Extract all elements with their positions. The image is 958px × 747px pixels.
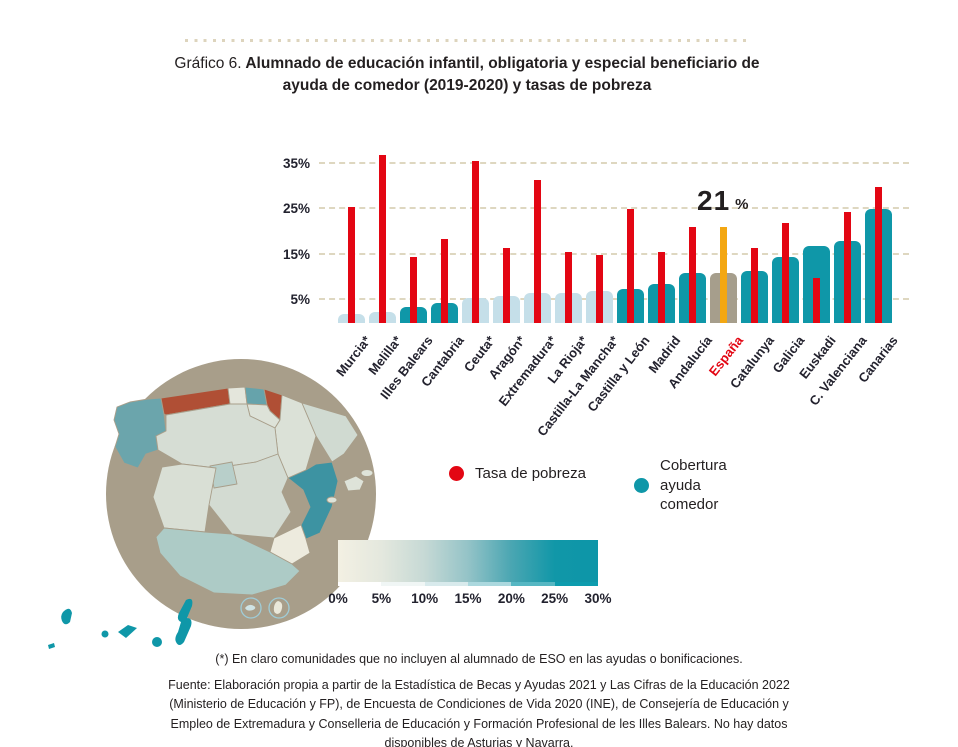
y-axis-labels: 5% 15% 25% 35% [258, 141, 310, 323]
scale-tick-label-10%: 10% [411, 591, 439, 606]
map-region-cantabria [227, 386, 248, 405]
poverty-bar-Illes Balears [410, 257, 417, 323]
y-tick-label-35: 35% [282, 155, 310, 171]
map-region-canarias-el-hierro [48, 643, 55, 649]
map-region-canarias-la-palma [61, 608, 72, 625]
scale-tick-label-20%: 20% [497, 591, 525, 606]
bar-chart: 5% 15% 25% 35% Murcia* Melilla* Illes Balears… [283, 141, 909, 439]
espana-value-number: 21 [697, 185, 731, 216]
map-region-canarias-tenerife [118, 625, 137, 638]
y-tick-label-25: 25% [282, 201, 310, 217]
map-region-illes-balears-menorca [360, 469, 374, 477]
poverty-bar-Ceuta* [472, 161, 479, 323]
color-scale-step [467, 582, 512, 586]
poverty-bar-La Rioja* [565, 252, 572, 323]
asterisk-footnote: (*) En claro comunidades que no incluyen… [215, 652, 743, 666]
melilla-inset-circle [268, 597, 290, 619]
chart-title-prefix: Gráfico 6. [174, 55, 242, 72]
color-scale-step [511, 582, 555, 586]
chart-title-main: Alumnado de educación infantil, obligato… [241, 55, 760, 95]
color-scale-step [381, 582, 425, 586]
legend-item-coverage: Cobertura ayuda comedor [634, 456, 756, 515]
espana-value-annotation: 21 % [697, 187, 749, 215]
poverty-bar-Euskadi [813, 277, 820, 323]
poverty-bar-Catalunya [751, 247, 758, 323]
scale-tick-label-30%: 30% [584, 591, 612, 606]
color-scale-steps [338, 582, 598, 586]
spain-map [106, 359, 376, 629]
poverty-bar-Castilla y León [627, 209, 634, 323]
map-region-catalunya [301, 402, 359, 463]
poverty-bar-Andalucía [689, 227, 696, 323]
chart-legend: Tasa de pobreza Cobertura ayuda comedor [443, 448, 773, 513]
chart-title: Gráfico 6. Alumnado de educación infanti… [160, 53, 774, 98]
coverage-legend-dot-icon [634, 477, 649, 493]
poverty-bar-Madrid [658, 252, 665, 323]
poverty-bar-Cantabria [441, 238, 448, 323]
espana-value-unit: % [735, 196, 749, 213]
poverty-bar-C. Valenciana [844, 211, 851, 323]
scale-tick-label-0%: 0% [328, 591, 348, 606]
gridline-35 [319, 161, 909, 164]
poverty-bar-España [720, 227, 727, 323]
gridline-5 [319, 298, 909, 301]
poverty-bar-Murcia* [348, 206, 355, 323]
color-scale-step [554, 582, 598, 586]
poverty-bar-Melilla* [379, 154, 386, 323]
color-scale-step [424, 582, 468, 586]
gridline-25 [319, 207, 909, 210]
y-tick-label-15: 15% [282, 246, 310, 262]
map-region-melilla [273, 601, 283, 614]
color-scale-step [338, 582, 382, 586]
poverty-bar-Canarias [875, 186, 882, 323]
legend-item-poverty: Tasa de pobreza [449, 464, 586, 484]
dotted-divider [185, 39, 747, 42]
map-region-canarias-gran-canaria [152, 637, 162, 647]
plot-area [319, 141, 909, 323]
coverage-color-scale: 0% 5% 10% 15% 20% 25% 30% [328, 540, 612, 611]
gridline-15 [319, 252, 909, 255]
map-region-illes-balears-mallorca [343, 475, 365, 492]
map-region-canarias-lanzarote-fuerteventura [175, 598, 193, 645]
map-region-andalucia [155, 527, 301, 596]
scale-tick-label-15%: 15% [454, 591, 482, 606]
map-region-canarias-la-gomera [101, 630, 109, 638]
map-region-illes-balears-ibiza [326, 496, 338, 504]
poverty-legend-dot-icon [449, 466, 464, 482]
scale-tick-label-5%: 5% [371, 591, 392, 606]
color-scale-ticks: 0% 5% 10% 15% 20% 25% 30% [328, 591, 611, 611]
poverty-bar-Castilla-La Mancha* [596, 254, 603, 323]
legend-label-poverty: Tasa de pobreza [475, 465, 586, 482]
y-tick-label-5: 5% [290, 292, 310, 308]
scale-tick-label-25%: 25% [541, 591, 569, 606]
poverty-bar-Extremadura* [534, 179, 541, 323]
map-region-ceuta [245, 604, 256, 611]
legend-label-coverage: Cobertura ayuda comedor [660, 457, 727, 513]
poverty-bar-Aragón* [503, 247, 510, 323]
color-scale-gradient [338, 540, 598, 582]
poverty-bar-Galicia [782, 222, 789, 323]
ceuta-inset-circle [240, 597, 262, 619]
canary-islands-map [48, 598, 193, 649]
map-region-extremadura [152, 463, 217, 533]
source-footnote: Fuente: Elaboración propia a partir de l… [168, 678, 790, 747]
